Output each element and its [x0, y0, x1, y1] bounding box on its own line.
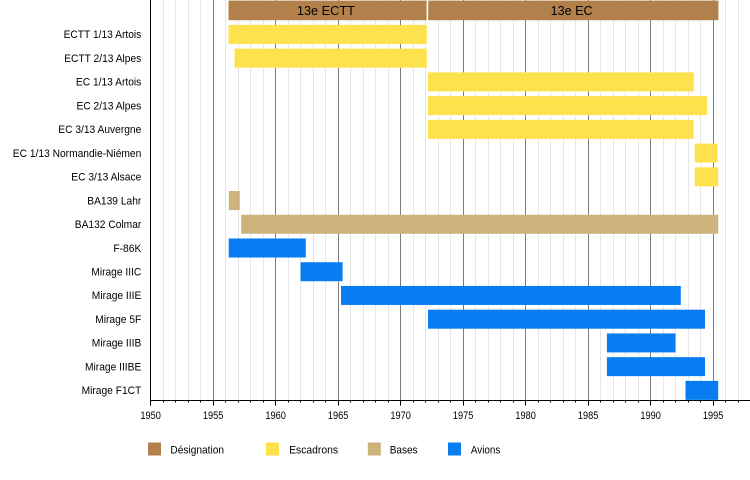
svg-text:EC 3/13 Auvergne: EC 3/13 Auvergne — [58, 124, 141, 136]
svg-text:1985: 1985 — [578, 410, 599, 422]
svg-text:Mirage F1CT: Mirage F1CT — [82, 385, 142, 397]
svg-text:ECTT 1/13 Artois: ECTT 1/13 Artois — [64, 29, 142, 41]
svg-text:1975: 1975 — [453, 410, 474, 422]
svg-text:Mirage IIIBE: Mirage IIIBE — [85, 361, 141, 373]
svg-text:1990: 1990 — [640, 410, 661, 422]
svg-text:1950: 1950 — [140, 410, 161, 422]
svg-text:Bases: Bases — [390, 445, 418, 457]
svg-text:EC 1/13 Normandie-Niémen: EC 1/13 Normandie-Niémen — [13, 148, 142, 160]
svg-text:BA132 Colmar: BA132 Colmar — [75, 219, 142, 231]
svg-text:F-86K: F-86K — [113, 243, 142, 255]
svg-text:13e ECTT: 13e ECTT — [297, 3, 355, 18]
svg-text:1955: 1955 — [203, 410, 224, 422]
svg-text:Escadrons: Escadrons — [289, 445, 338, 457]
svg-text:EC 3/13 Alsace: EC 3/13 Alsace — [71, 172, 141, 184]
svg-text:Mirage 5F: Mirage 5F — [95, 314, 141, 326]
svg-text:Mirage IIIC: Mirage IIIC — [91, 266, 141, 278]
svg-text:1965: 1965 — [328, 410, 349, 422]
svg-text:ECTT 2/13 Alpes: ECTT 2/13 Alpes — [64, 53, 142, 65]
svg-text:EC 2/13 Alpes: EC 2/13 Alpes — [77, 100, 142, 112]
svg-text:Avions: Avions — [471, 445, 501, 457]
svg-text:1980: 1980 — [515, 410, 536, 422]
svg-text:1960: 1960 — [265, 410, 286, 422]
svg-text:Désignation: Désignation — [170, 445, 224, 457]
svg-text:1995: 1995 — [703, 410, 724, 422]
svg-text:BA139 Lahr: BA139 Lahr — [87, 195, 141, 207]
svg-text:EC 1/13 Artois: EC 1/13 Artois — [76, 77, 142, 89]
svg-text:13e EC: 13e EC — [551, 3, 593, 18]
svg-text:Mirage IIIB: Mirage IIIB — [92, 338, 142, 350]
svg-text:Mirage IIIE: Mirage IIIE — [92, 290, 142, 302]
svg-text:1970: 1970 — [390, 410, 411, 422]
